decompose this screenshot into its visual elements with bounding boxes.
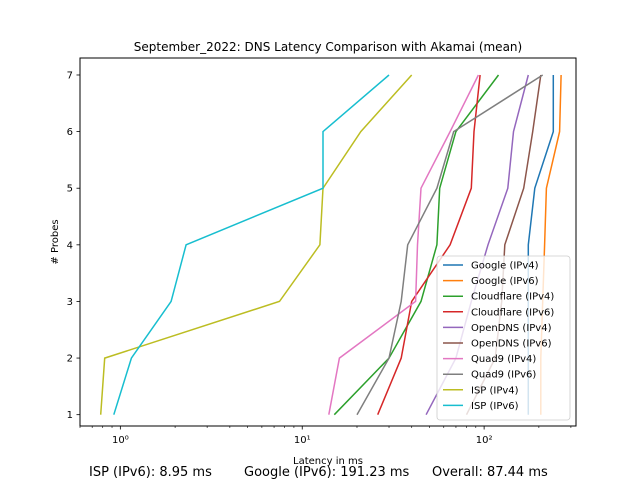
y-tick-label: 7 xyxy=(67,70,73,81)
legend-label: OpenDNS (IPv6) xyxy=(471,339,552,350)
footer-isp-ipv6: ISP (IPv6): 8.95 ms xyxy=(89,465,212,480)
series-line-9 xyxy=(113,74,390,415)
legend-label: ISP (IPv4) xyxy=(471,385,519,396)
legend: Google (IPv4) Google (IPv6) Cloudflare (IP… xyxy=(436,255,571,421)
x-tick-label: 10¹ xyxy=(294,435,311,446)
legend-label: Google (IPv4) xyxy=(471,261,539,272)
plot-frame xyxy=(79,57,577,427)
x-tick-label: 10⁰ xyxy=(112,435,129,446)
legend-label: Quad9 (IPv4) xyxy=(471,354,536,365)
x-tick-label: 10² xyxy=(476,435,493,446)
series-line-8 xyxy=(99,74,413,415)
y-axis-label: # Probes xyxy=(50,219,61,264)
legend-box xyxy=(436,255,571,421)
legend-label: ISP (IPv6) xyxy=(471,401,519,412)
legend-label: Google (IPv6) xyxy=(471,276,539,287)
legend-label: OpenDNS (IPv4) xyxy=(471,323,552,334)
series-line-3 xyxy=(377,74,481,415)
y-tick-label: 3 xyxy=(67,297,73,308)
footer-overall: Overall: 87.44 ms xyxy=(432,465,548,480)
series-line-7 xyxy=(356,74,544,416)
y-tick-label: 5 xyxy=(67,184,73,195)
y-tick-label: 4 xyxy=(67,240,73,251)
series-line-6 xyxy=(328,74,480,415)
legend-label: Quad9 (IPv6) xyxy=(471,370,536,381)
y-tick-label: 1 xyxy=(67,410,73,421)
x-axis-label: Latency in ms xyxy=(293,456,363,467)
chart-title: September_2022: DNS Latency Comparison w… xyxy=(134,40,522,54)
y-tick-label: 6 xyxy=(67,127,73,138)
y-tick-label: 2 xyxy=(67,354,73,365)
legend-label: Cloudflare (IPv4) xyxy=(471,292,554,303)
footer-google-ipv6: Google (IPv6): 191.23 ms xyxy=(244,465,410,480)
legend-label: Cloudflare (IPv6) xyxy=(471,307,554,318)
